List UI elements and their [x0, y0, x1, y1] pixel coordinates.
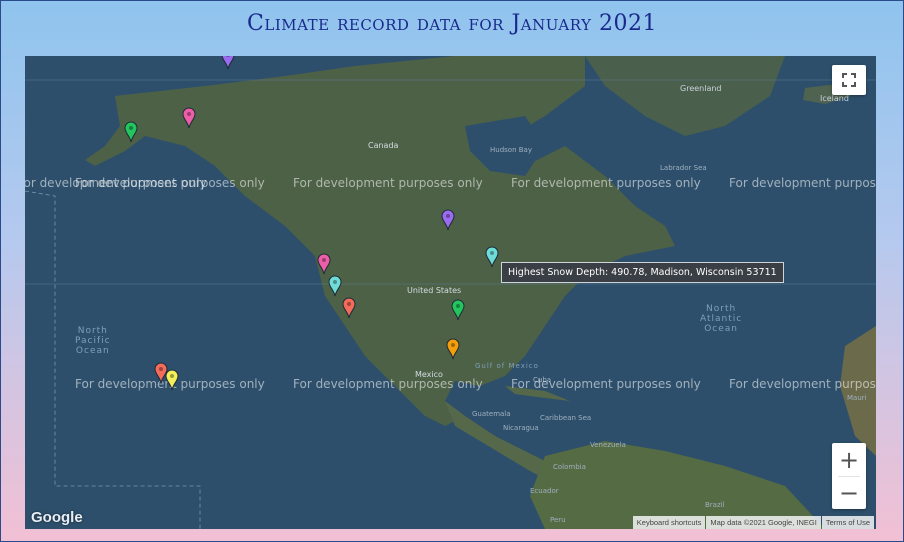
map-marker-tennessee[interactable] — [451, 299, 465, 321]
fullscreen-button[interactable] — [832, 65, 866, 95]
label-canada: Canada — [368, 141, 399, 150]
label-nicaragua: Nicaragua — [503, 424, 539, 432]
watermark: For development purposes only — [729, 176, 876, 190]
map-marker-wisconsin[interactable] — [485, 246, 499, 268]
label-iceland: Iceland — [820, 94, 849, 103]
map-marker-north-dakota[interactable] — [441, 209, 455, 231]
map-marker-alaska-west[interactable] — [124, 121, 138, 143]
watermark: For development purposes only — [511, 377, 701, 391]
map-pin-icon — [154, 362, 168, 384]
map-pin-icon — [441, 209, 455, 231]
map-pin-icon — [328, 275, 342, 297]
label-mexico: Mexico — [415, 370, 443, 379]
label-north-pacific: North Pacific Ocean — [75, 326, 111, 356]
watermark: For development purposes only — [293, 176, 483, 190]
label-cuba: Cuba — [533, 376, 552, 384]
map-marker-top-edge[interactable] — [221, 56, 235, 70]
map-basemap — [25, 56, 876, 529]
terms-of-use-link[interactable]: Terms of Use — [821, 516, 874, 529]
label-ecuador: Ecuador — [530, 487, 559, 495]
label-united-states: United States — [407, 286, 462, 295]
map-pin-icon — [182, 107, 196, 129]
map-marker-california-south[interactable] — [342, 297, 356, 319]
map-pin-icon — [221, 56, 235, 70]
map-pin-icon — [165, 369, 179, 391]
label-colombia: Colombia — [553, 463, 586, 471]
map-canvas[interactable]: Greenland Iceland Canada Hudson Bay Labr… — [25, 56, 876, 529]
zoom-out-button[interactable]: − — [838, 478, 860, 507]
label-hudson-bay: Hudson Bay — [490, 146, 532, 154]
map-marker-oregon[interactable] — [317, 253, 331, 275]
map-data-text: Map data ©2021 Google, INEGI — [706, 516, 821, 529]
watermark: For development purposes only — [25, 176, 207, 190]
map-marker-hawaii-east[interactable] — [165, 369, 179, 391]
fullscreen-icon — [842, 73, 856, 87]
watermark: For development purposes only — [511, 176, 701, 190]
watermark: For development purposes only — [293, 377, 483, 391]
label-mauritania: Mauri — [847, 394, 867, 402]
keyboard-shortcuts-link[interactable]: Keyboard shortcuts — [632, 516, 706, 529]
map-pin-icon — [446, 338, 460, 360]
label-peru: Peru — [550, 516, 566, 524]
label-gulf: Gulf of Mexico — [475, 362, 539, 370]
label-brazil: Brazil — [705, 501, 725, 509]
map-attribution: Keyboard shortcuts Map data ©2021 Google… — [632, 516, 874, 529]
map-pin-icon — [317, 253, 331, 275]
label-north-atlantic: North Atlantic Ocean — [700, 304, 743, 334]
label-guatemala: Guatemala — [472, 410, 511, 418]
watermark: For development purposes only — [729, 377, 876, 391]
zoom-in-button[interactable]: + — [838, 445, 860, 474]
map-marker-texas[interactable] — [446, 338, 460, 360]
map-pin-icon — [485, 246, 499, 268]
label-caribbean: Caribbean Sea — [540, 414, 592, 422]
map-marker-alaska-east[interactable] — [182, 107, 196, 129]
map-pin-icon — [124, 121, 138, 143]
label-venezuela: Venezuela — [590, 441, 626, 449]
map-marker-hawaii-west[interactable] — [154, 362, 168, 384]
zoom-control: + − — [832, 443, 866, 509]
map-marker-california-north[interactable] — [328, 275, 342, 297]
page-title: Climate record data for January 2021 — [247, 11, 657, 36]
google-logo[interactable]: Google — [31, 509, 83, 526]
map-pin-icon — [342, 297, 356, 319]
label-labrador-sea: Labrador Sea — [660, 164, 707, 172]
label-greenland: Greenland — [680, 84, 722, 93]
watermark: For development purposes only — [75, 176, 265, 190]
map-pin-icon — [451, 299, 465, 321]
marker-tooltip: Highest Snow Depth: 490.78, Madison, Wis… — [501, 262, 784, 283]
